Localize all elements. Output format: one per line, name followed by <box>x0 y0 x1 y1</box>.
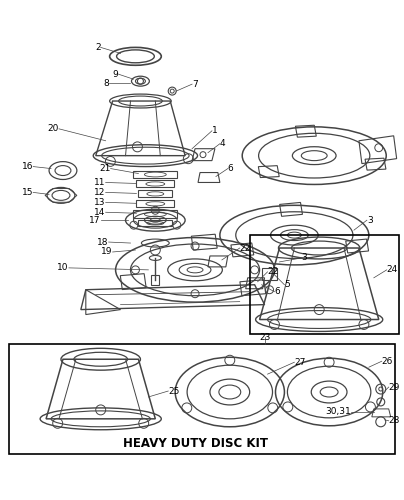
Text: 5: 5 <box>284 280 290 289</box>
Text: 3: 3 <box>367 216 372 224</box>
Text: 11: 11 <box>94 178 106 187</box>
Text: 4: 4 <box>220 139 225 148</box>
Text: 21: 21 <box>99 164 111 173</box>
Text: 12: 12 <box>94 188 106 197</box>
Text: 19: 19 <box>101 248 113 256</box>
Text: 15: 15 <box>22 188 33 197</box>
Text: 16: 16 <box>22 162 33 171</box>
Text: 22: 22 <box>267 268 279 276</box>
Text: 13: 13 <box>94 198 106 207</box>
Text: 18: 18 <box>97 238 109 246</box>
Text: 27: 27 <box>295 358 306 366</box>
Text: 10: 10 <box>57 264 69 272</box>
Text: 6: 6 <box>228 164 234 173</box>
Text: 30,31: 30,31 <box>325 408 351 416</box>
Text: 28: 28 <box>389 416 400 426</box>
Bar <box>137 200 174 207</box>
Bar <box>139 190 172 198</box>
Text: 29: 29 <box>389 382 400 392</box>
Text: HEAVY DUTY DISC KIT: HEAVY DUTY DISC KIT <box>122 437 267 450</box>
Text: 24: 24 <box>387 266 398 274</box>
Bar <box>133 210 177 218</box>
Text: 7: 7 <box>192 80 198 88</box>
Text: 23: 23 <box>259 333 270 342</box>
Text: 8: 8 <box>103 78 109 88</box>
Bar <box>137 180 174 188</box>
Bar <box>250 235 399 334</box>
Bar <box>152 275 159 285</box>
Text: 14: 14 <box>94 208 106 217</box>
Bar <box>139 220 172 226</box>
Text: 22: 22 <box>240 244 251 252</box>
Text: 1: 1 <box>212 126 218 136</box>
Text: 6: 6 <box>274 287 280 296</box>
Text: 3: 3 <box>301 254 307 262</box>
Text: 20: 20 <box>48 124 59 134</box>
Text: 25: 25 <box>168 386 180 396</box>
Bar <box>133 170 177 178</box>
Text: 26: 26 <box>382 356 393 366</box>
Bar <box>9 344 395 454</box>
Text: 2: 2 <box>95 43 101 52</box>
Text: 9: 9 <box>113 70 119 78</box>
Text: 17: 17 <box>89 216 101 224</box>
